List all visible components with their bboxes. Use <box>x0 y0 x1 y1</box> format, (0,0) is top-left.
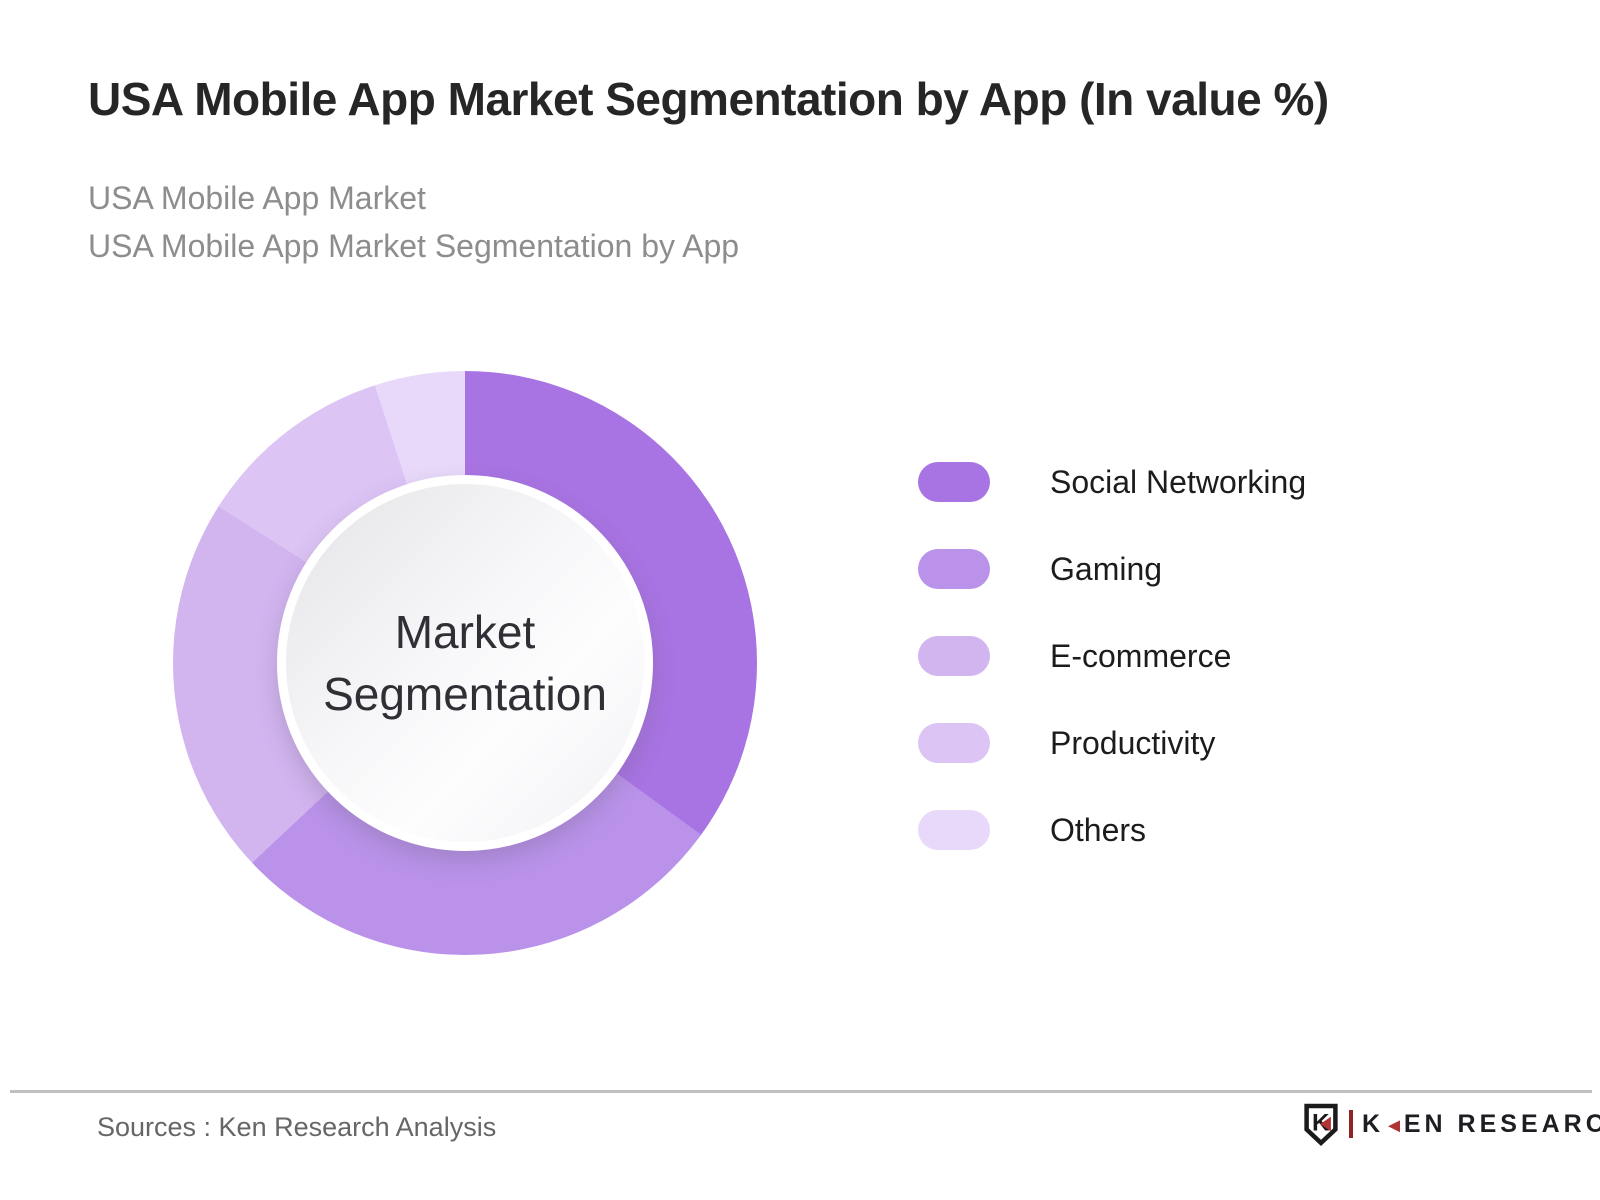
chart-subtitle: USA Mobile App Market USA Mobile App Mar… <box>88 174 739 270</box>
legend-label: Productivity <box>1050 724 1216 761</box>
logo-divider-bar <box>1349 1110 1353 1138</box>
logo-wordmark: K◄EN RESEARCH <box>1362 1110 1600 1139</box>
sources-text: Sources : Ken Research Analysis <box>97 1112 497 1142</box>
footer-divider <box>10 1090 1592 1093</box>
legend-swatch <box>918 549 990 589</box>
donut-center-label-line2: Segmentation <box>323 668 607 720</box>
legend-item: Social Networking <box>918 462 1306 502</box>
logo-text-rest: EN RESEARCH <box>1403 1109 1600 1138</box>
legend-item: Productivity <box>918 723 1306 763</box>
legend-label: Social Networking <box>1050 463 1307 500</box>
subtitle-line-1: USA Mobile App Market <box>88 180 426 216</box>
logo-arrow-icon: ◄ <box>1384 1114 1404 1137</box>
legend-swatch <box>918 723 990 763</box>
legend-swatch <box>918 636 990 676</box>
legend-label: Gaming <box>1050 550 1163 587</box>
shield-arrow-icon <box>1320 1116 1331 1132</box>
legend-item: Others <box>918 810 1306 850</box>
donut-center: Market Segmentation <box>277 475 653 851</box>
legend-swatch <box>918 810 990 850</box>
shield-letter: K <box>1312 1109 1330 1136</box>
legend-item: E-commerce <box>918 636 1306 676</box>
subtitle-line-2: USA Mobile App Market Segmentation by Ap… <box>88 228 740 264</box>
legend-item: Gaming <box>918 549 1306 589</box>
legend: Social Networking Gaming E-commerce Product… <box>918 462 1306 850</box>
logo-text-k: K <box>1362 1109 1385 1138</box>
page-title: USA Mobile App Market Segmentation by Ap… <box>88 73 1329 125</box>
legend-swatch <box>918 462 990 502</box>
legend-label: Others <box>1050 811 1147 848</box>
legend-label: E-commerce <box>1050 637 1232 674</box>
donut-center-label-line1: Market <box>394 606 536 658</box>
ken-research-logo: K K◄EN RESEARCH <box>1303 1102 1600 1146</box>
ken-research-shield-icon: K <box>1304 1103 1338 1146</box>
donut-chart: Market Segmentation <box>173 371 757 955</box>
